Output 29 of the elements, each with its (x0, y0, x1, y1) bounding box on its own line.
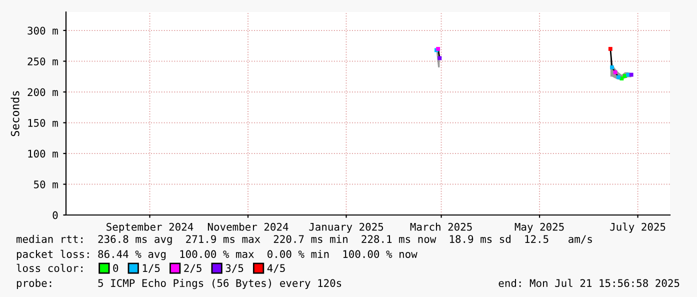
y-tick-label: 150 m (28, 118, 58, 127)
point (610, 65, 614, 70)
y-tick-label: 0 (52, 211, 58, 220)
text: packet loss: 86.44 % avg 100.00 % max 0.00 % min 100.00 % now (16, 250, 418, 260)
text: loss color: (16, 264, 82, 272)
text: median rtt: 236.8 ms avg 271.9 ms max 220.7 ms min 228.1 ms now 18.9 ms sd 12.5 am/s (16, 234, 592, 246)
y-tick-label: 300 m (28, 26, 58, 35)
text: probe: 5 ICMP Echo Pings (56 Bytes) every 120s (16, 278, 342, 290)
legend-label: 2/5 (184, 264, 202, 273)
point (608, 46, 612, 51)
legend-label: 3/5 (226, 264, 244, 273)
x-tick-label: March 2025 (410, 222, 472, 231)
y-tick-label: 50 m (34, 180, 58, 188)
x-tick-label: January 2025 (309, 222, 384, 233)
legend-label: 4/5 (267, 264, 285, 273)
y-tick-label: 200 m (28, 88, 58, 96)
y-tick-label: 250 m (28, 57, 58, 66)
y-axis-title: Seconds (10, 91, 20, 136)
x-tick-label: November 2024 (208, 222, 288, 231)
legend-label: 0 (113, 264, 118, 272)
legend-label: 1/5 (142, 264, 160, 273)
x-tick-label: May 2025 (514, 222, 564, 233)
x-tick-label: July 2025 (610, 222, 666, 233)
point (629, 72, 634, 77)
point (438, 56, 442, 60)
point (616, 75, 620, 80)
y-tick-label: 100 m (28, 150, 58, 158)
text: end: Mon Jul 21 15:56:58 2025 (498, 278, 680, 288)
x-tick-label: September 2024 (106, 222, 194, 233)
